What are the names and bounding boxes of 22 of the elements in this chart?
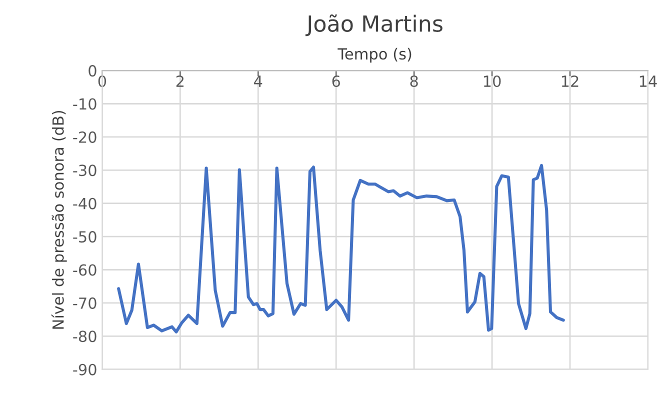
y-axis-title: Nível de pressão sonora (dB) bbox=[51, 110, 67, 329]
y-tick-label: -40 bbox=[73, 198, 96, 210]
x-tick-label: 12 bbox=[562, 75, 578, 87]
y-tick-label: -70 bbox=[73, 297, 96, 309]
x-tick-label: 10 bbox=[484, 75, 501, 88]
chart-title: João Martins bbox=[305, 14, 442, 36]
y-tick-label: -20 bbox=[73, 131, 96, 143]
y-tick-label: 0 bbox=[88, 65, 96, 77]
y-tick-label: -10 bbox=[73, 98, 96, 110]
x-tick-label: 2 bbox=[176, 75, 184, 87]
y-tick-label: -30 bbox=[73, 164, 96, 176]
x-tick-label: 6 bbox=[332, 75, 340, 88]
x-tick-label: 4 bbox=[254, 76, 262, 87]
y-tick-label: -60 bbox=[73, 264, 96, 276]
y-tick-label: -90 bbox=[73, 364, 96, 376]
y-tick-label: -80 bbox=[73, 330, 96, 342]
x-tick-label: 0 bbox=[98, 75, 106, 88]
x-tick-label: 8 bbox=[410, 75, 418, 88]
line-series bbox=[117, 164, 565, 334]
x-axis-title: Tempo (s) bbox=[338, 48, 412, 63]
x-tick-label: 14 bbox=[640, 76, 657, 87]
y-tick-label: -50 bbox=[73, 231, 96, 243]
